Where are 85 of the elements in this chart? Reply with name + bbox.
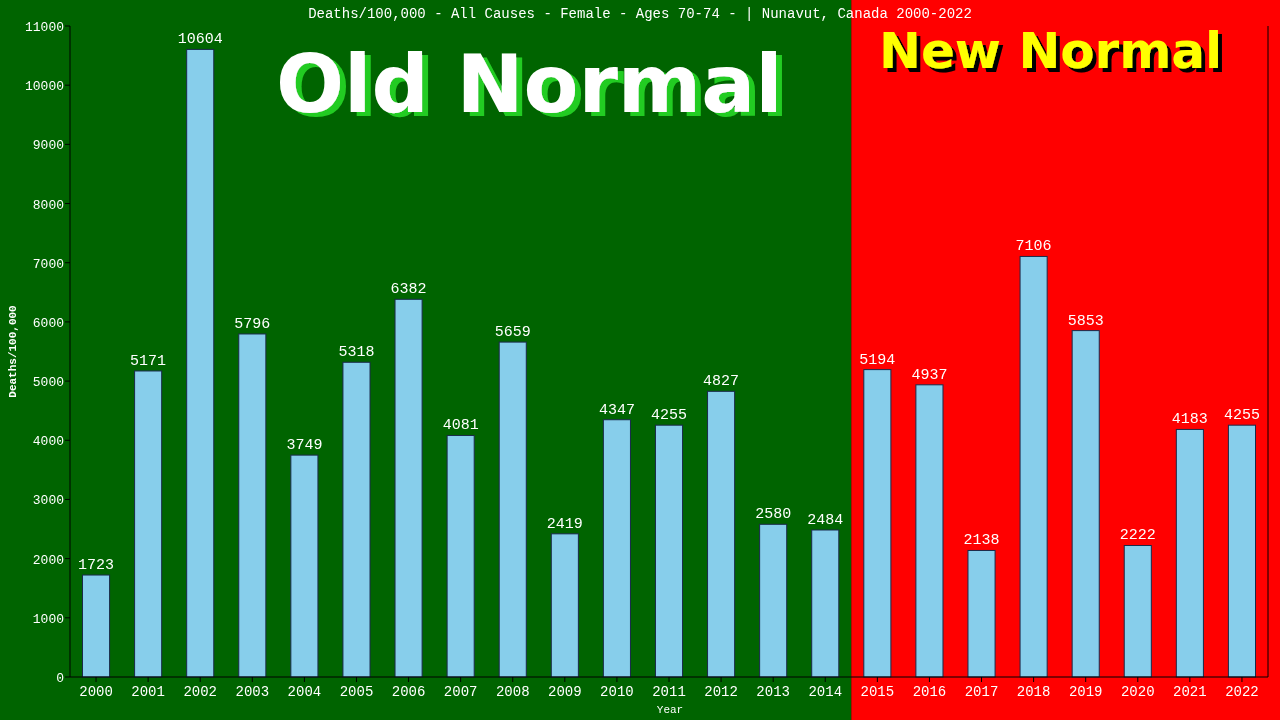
y-tick-label: 10000	[24, 79, 64, 95]
bar	[498, 341, 527, 678]
data-label: 4255	[650, 407, 688, 425]
bar	[759, 523, 788, 678]
x-tick-label: 2005	[339, 684, 374, 700]
bar	[186, 48, 215, 678]
data-label: 1723	[78, 557, 115, 575]
bar	[82, 574, 111, 678]
bar	[1227, 424, 1256, 678]
x-tick-label: 2016	[912, 684, 947, 700]
data-label: 10604	[177, 31, 223, 49]
x-axis-title: Year	[656, 704, 684, 716]
data-label: 7106	[1015, 238, 1052, 256]
x-tick-label: 2003	[235, 684, 270, 700]
data-label: 4183	[1171, 411, 1208, 429]
x-tick-label: 2007	[443, 684, 478, 700]
data-label: 2580	[755, 506, 792, 524]
y-tick-label: 5000	[32, 375, 64, 391]
x-tick-label: 2014	[808, 684, 843, 700]
bar	[1071, 330, 1100, 678]
x-tick-label: 2002	[183, 684, 218, 700]
bar	[811, 529, 840, 678]
y-tick-label: 11000	[24, 20, 64, 35]
x-tick-label: 2008	[495, 684, 530, 700]
data-label: 4081	[442, 417, 479, 435]
data-label: 5318	[338, 344, 375, 362]
data-label: 2419	[546, 515, 583, 533]
data-label: 3749	[286, 437, 323, 455]
x-tick-label: 2019	[1068, 684, 1103, 700]
bar	[602, 419, 631, 678]
y-axis-title: Deaths/100,000	[7, 305, 19, 398]
data-label: 2222	[1119, 527, 1156, 545]
bar	[707, 390, 736, 678]
y-tick-label: 8000	[32, 197, 64, 213]
x-tick-label: 2017	[964, 684, 999, 700]
bar	[915, 384, 944, 678]
bar	[863, 369, 892, 678]
x-tick-label: 2013	[756, 684, 790, 700]
data-label: 5659	[494, 324, 531, 342]
bar	[134, 370, 163, 678]
x-tick-label: 2000	[79, 684, 113, 700]
x-tick-label: 2010	[600, 684, 634, 700]
data-label: 5853	[1067, 312, 1104, 330]
x-tick-label: 2009	[548, 684, 582, 700]
data-label: 6382	[390, 281, 427, 299]
x-tick-label: 2012	[704, 684, 738, 700]
x-tick-label: 2018	[1016, 684, 1051, 700]
x-tick-label: 2020	[1120, 684, 1155, 700]
x-tick-label: 2004	[287, 684, 322, 700]
y-tick-label: 2000	[32, 552, 64, 568]
y-tick-label: 4000	[32, 434, 64, 450]
bar	[1175, 428, 1204, 678]
x-tick-label: 2006	[391, 684, 426, 700]
data-label: 5171	[130, 352, 167, 370]
y-tick-label: 3000	[32, 493, 64, 509]
data-label: 5796	[234, 315, 271, 333]
data-label: 4255	[1223, 407, 1260, 425]
x-tick-label: 2001	[131, 684, 165, 700]
y-tick-label: 7000	[32, 256, 64, 272]
y-tick-label: 9000	[32, 138, 64, 154]
bar	[967, 549, 996, 678]
data-label: 4937	[911, 366, 948, 384]
x-tick-label: 2011	[652, 684, 686, 700]
bar	[238, 333, 267, 678]
bar	[654, 424, 684, 678]
bar	[290, 454, 319, 678]
y-tick-label: 6000	[32, 315, 64, 331]
bar	[1019, 255, 1048, 678]
bar	[342, 361, 371, 678]
data-label: 4827	[703, 373, 740, 391]
data-label: 2138	[963, 532, 1000, 550]
bar	[394, 298, 423, 678]
y-tick-label: 1000	[32, 611, 64, 627]
data-label: 4347	[598, 401, 635, 419]
bar	[550, 533, 579, 678]
y-tick-label: 0	[56, 671, 64, 686]
x-tick-label: 2022	[1225, 684, 1259, 700]
x-tick-label: 2015	[860, 684, 895, 700]
data-label: 2484	[807, 511, 844, 529]
x-tick-label: 2021	[1173, 684, 1207, 700]
bar	[446, 434, 475, 678]
data-label: 5194	[859, 351, 896, 369]
band-label: New Normal	[879, 22, 1223, 80]
band-label: Old Normal	[275, 38, 783, 131]
bar	[1123, 545, 1152, 678]
